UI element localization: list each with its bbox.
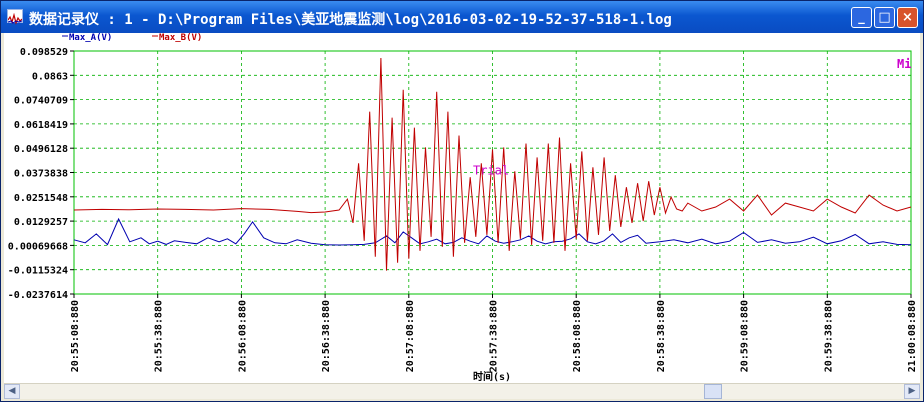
window-title: 数据记录仪 : 1 - D:\Program Files\美亚地震监测\log\… (29, 12, 672, 28)
x-tick-label: 20:58:08:880 (572, 300, 583, 372)
series-group (73, 57, 912, 271)
x-tick-label: 20:56:38:880 (321, 300, 332, 372)
legend-label-max-b: Max_B(V) (159, 33, 202, 43)
x-tick-label: 20:55:38:880 (154, 300, 165, 372)
y-tick-label: 0.0496128 (14, 144, 68, 155)
scroll-thumb[interactable] (704, 384, 722, 399)
y-tick-label: 0.098529 (20, 47, 68, 58)
x-tick-label: 20:57:38:880 (489, 300, 500, 372)
y-tick-label: 0.0251548 (14, 193, 68, 204)
x-axis-ticks: 20:55:08:880 20:55:38:880 20:56:08:880 20:5… (70, 294, 918, 372)
waveform-icon (7, 12, 23, 25)
title-bar[interactable]: 数据记录仪 : 1 - D:\Program Files\美亚地震监测\log\… (1, 1, 923, 33)
chart-area: Max_A(V) Max_B(V) 0.098529 0.0863 0.074070… (4, 33, 920, 399)
x-tick-label: 20:56:08:880 (237, 300, 248, 372)
corner-label: Mi (897, 57, 911, 71)
legend-label-max-a: Max_A(V) (69, 33, 112, 43)
x-tick-label: 20:57:08:880 (405, 300, 416, 372)
close-icon: × (902, 10, 913, 25)
x-tick-label: 20:59:08:880 (740, 300, 751, 372)
app-icon (7, 9, 23, 25)
y-tick-label: 0.0618419 (14, 120, 68, 131)
y-tick-label: 0.0129257 (14, 217, 68, 228)
series-line-max-b (73, 57, 912, 271)
x-tick-label: 20:59:38:880 (823, 300, 834, 372)
grid-lines (74, 51, 911, 294)
scroll-right-arrow-icon[interactable]: ▶ (904, 384, 920, 399)
y-tick-label: 0.00069668 (8, 241, 68, 252)
horizontal-scrollbar[interactable]: ◀ ▶ (4, 383, 920, 399)
maximize-button[interactable]: □ (874, 7, 895, 28)
minimize-icon: _ (858, 10, 865, 25)
trial-annotation: Trial (473, 164, 509, 178)
line-chart: Max_A(V) Max_B(V) 0.098529 0.0863 0.074070… (8, 33, 918, 383)
y-tick-label: 0.0740709 (14, 96, 68, 107)
y-tick-label: 0.0373838 (14, 169, 68, 180)
legend: Max_A(V) Max_B(V) (62, 33, 202, 43)
y-tick-label: 0.0863 (32, 71, 68, 82)
minimize-button[interactable]: _ (851, 7, 872, 28)
y-tick-label: -0.0237614 (8, 290, 68, 301)
close-button[interactable]: × (897, 7, 918, 28)
x-tick-label: 20:58:38:880 (656, 300, 667, 372)
x-tick-label: 21:00:08:880 (907, 300, 918, 372)
series-line-max-a (73, 217, 912, 246)
x-tick-label: 20:55:08:880 (70, 300, 81, 372)
y-axis-ticks: 0.098529 0.0863 0.0740709 0.0618419 0.049612… (8, 47, 74, 301)
maximize-icon: □ (878, 10, 891, 25)
scroll-left-arrow-icon[interactable]: ◀ (4, 384, 20, 399)
y-tick-label: -0.0115324 (8, 266, 68, 277)
x-axis-label: 时间(s) (473, 370, 511, 383)
